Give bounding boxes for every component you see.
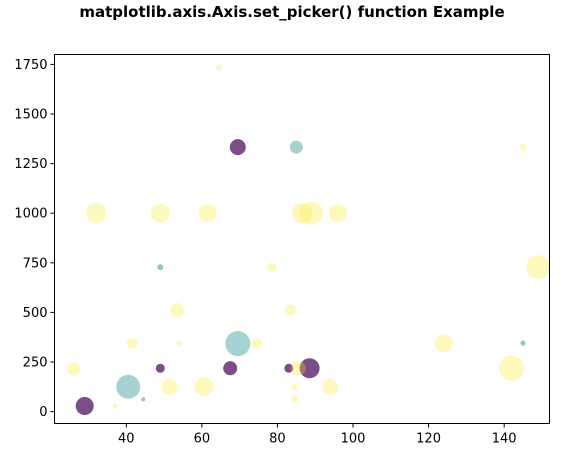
y-tick-label: 1000 — [14, 207, 47, 222]
x-tick-label: 80 — [269, 432, 286, 447]
data-point-31[interactable] — [290, 360, 306, 376]
data-point-18[interactable] — [526, 255, 551, 280]
y-tick-label: 1500 — [14, 108, 47, 123]
data-point-6[interactable] — [299, 358, 320, 379]
x-tick-label: 140 — [492, 432, 517, 447]
data-point-29[interactable] — [161, 378, 178, 395]
data-point-16[interactable] — [215, 64, 222, 71]
y-tick-label: 750 — [23, 256, 48, 271]
data-point-8[interactable] — [289, 140, 303, 154]
plot-frame — [54, 54, 550, 424]
y-tick-label: 1250 — [14, 157, 47, 172]
y-tick-label: 250 — [23, 356, 48, 371]
data-point-1[interactable] — [116, 374, 141, 399]
x-tick-label: 40 — [118, 432, 135, 447]
data-point-28[interactable] — [251, 338, 262, 349]
data-point-23[interactable] — [157, 264, 164, 271]
data-point-15[interactable] — [328, 204, 347, 223]
y-tick-label: 500 — [23, 306, 48, 321]
data-point-34[interactable] — [291, 396, 298, 403]
data-point-14[interactable] — [299, 201, 323, 225]
data-point-0[interactable] — [75, 397, 94, 415]
x-axis: 40 60 80 100 120 140 — [118, 423, 517, 447]
data-point-27[interactable] — [176, 340, 183, 347]
data-point-9[interactable] — [66, 362, 80, 376]
y-tick-label: 1750 — [14, 58, 47, 73]
data-point-7[interactable] — [229, 139, 246, 156]
x-tick-label: 120 — [416, 432, 441, 447]
data-point-35[interactable] — [112, 403, 118, 409]
data-point-25[interactable] — [285, 304, 297, 316]
data-point-33[interactable] — [291, 383, 298, 390]
data-point-3[interactable] — [155, 363, 165, 373]
data-point-4[interactable] — [223, 361, 238, 376]
data-point-26[interactable] — [126, 337, 138, 349]
data-point-12[interactable] — [198, 204, 217, 223]
chart-title: matplotlib.axis.Axis.set_picker() functi… — [79, 3, 504, 21]
data-point-2[interactable] — [225, 331, 251, 357]
data-point-32[interactable] — [322, 378, 339, 395]
data-point-10[interactable] — [86, 203, 107, 224]
data-point-17[interactable] — [519, 143, 527, 151]
x-tick-label: 100 — [341, 432, 366, 447]
data-point-24[interactable] — [170, 303, 185, 317]
data-point-36[interactable] — [141, 397, 146, 402]
data-point-22[interactable] — [267, 262, 277, 272]
data-point-13[interactable] — [292, 203, 312, 224]
data-point-20[interactable] — [499, 355, 525, 381]
data-point-21[interactable] — [520, 340, 526, 346]
data-point-19[interactable] — [434, 334, 453, 353]
y-axis: 0 250 500 750 1000 1250 1500 1750 — [14, 58, 55, 420]
points-layer — [66, 64, 551, 415]
x-tick-label: 60 — [194, 432, 211, 447]
y-tick-label: 0 — [39, 405, 47, 420]
data-point-30[interactable] — [194, 377, 214, 397]
data-point-5[interactable] — [284, 363, 294, 373]
data-point-11[interactable] — [150, 203, 170, 223]
